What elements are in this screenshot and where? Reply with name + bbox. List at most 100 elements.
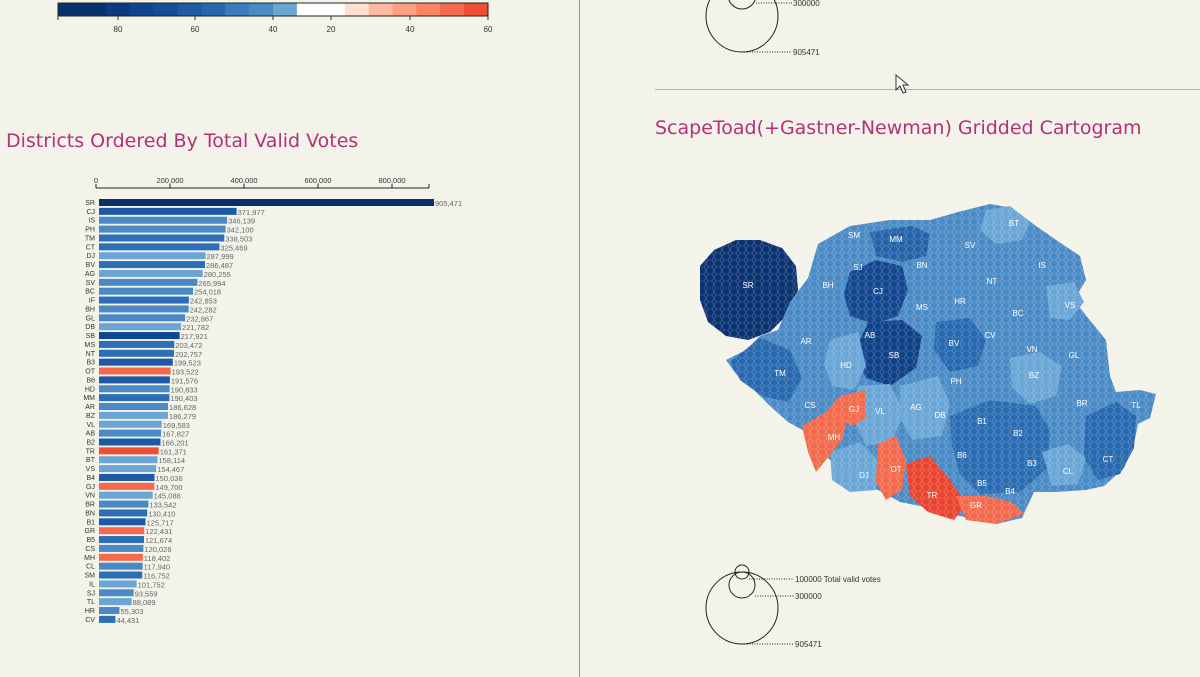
bar-value-label: 55,303 xyxy=(120,607,143,616)
bar-sm[interactable] xyxy=(99,571,143,579)
map-region-labels: BT SM MM SV SJ BN IS SR BH CJ NT HR VS MS BC AR AB CV SB BV… xyxy=(742,219,1141,510)
bar-value-label: 130,410 xyxy=(148,509,175,518)
bar-value-label: 145,086 xyxy=(154,492,181,501)
map-label-cj: CJ xyxy=(873,287,883,296)
bar-bn[interactable] xyxy=(99,509,148,517)
legend-color-cell xyxy=(464,3,489,16)
bar-category-label: AG xyxy=(85,271,95,278)
bar-value-label: 167,827 xyxy=(162,430,189,439)
bar-vs[interactable] xyxy=(99,465,157,473)
bar-value-label: 101,752 xyxy=(138,580,165,589)
bar-tm[interactable] xyxy=(99,234,225,242)
x-axis-tick-label: 0 xyxy=(94,176,98,185)
legend-circle-small xyxy=(734,564,750,580)
bar-gr[interactable] xyxy=(99,527,145,535)
bar-bv[interactable] xyxy=(99,261,206,269)
circle-size-legend-top: 300000 905471 xyxy=(705,0,820,57)
bar-mh[interactable] xyxy=(99,553,143,561)
bar-br[interactable] xyxy=(99,500,149,508)
bar-tl[interactable] xyxy=(99,598,132,606)
map-label-cv: CV xyxy=(984,331,996,340)
bar-cv[interactable] xyxy=(99,615,116,623)
bar-value-label: 203,472 xyxy=(175,341,202,350)
legend-circle-label: 300000 xyxy=(793,0,820,8)
bar-category-label: CS xyxy=(85,546,95,553)
bar-bc[interactable] xyxy=(99,287,193,295)
bar-value-label: 199,523 xyxy=(174,359,201,368)
legend-circle-medium xyxy=(728,571,756,599)
bar-sb[interactable] xyxy=(99,332,180,340)
bar-tr[interactable] xyxy=(99,447,159,455)
bar-gl[interactable] xyxy=(99,314,186,322)
map-label-tr: TR xyxy=(927,491,938,500)
bar-category-label: IL xyxy=(89,581,95,588)
bar-category-label: MM xyxy=(83,395,95,402)
bar-bt[interactable] xyxy=(99,456,158,464)
bar-sj[interactable] xyxy=(99,589,134,597)
legend-color-cell xyxy=(273,3,298,16)
gridded-cartogram-map[interactable]: BT SM MM SV SJ BN IS SR BH CJ NT HR VS MS BC AR AB CV SB BV… xyxy=(690,190,1170,535)
bar-nt[interactable] xyxy=(99,349,175,357)
bar-category-label: SJ xyxy=(87,590,95,597)
legend-color-cell xyxy=(296,3,322,16)
bar-vl[interactable] xyxy=(99,420,162,428)
bar-cs[interactable] xyxy=(99,544,144,552)
bar-ot[interactable] xyxy=(99,367,171,375)
bar-category-label: VN xyxy=(85,493,95,500)
map-label-bv: BV xyxy=(949,339,960,348)
bar-b5[interactable] xyxy=(99,536,145,544)
bar-value-label: 190,833 xyxy=(171,385,198,394)
bar-ab[interactable] xyxy=(99,429,162,437)
bar-category-label: SV xyxy=(86,280,96,287)
bar-b6[interactable] xyxy=(99,376,170,384)
map-label-sm: SM xyxy=(848,231,860,240)
bar-b1[interactable] xyxy=(99,518,146,526)
bar-value-label: 242,853 xyxy=(190,297,217,306)
bar-category-label: CT xyxy=(86,244,96,251)
bar-category-label: SB xyxy=(86,333,96,340)
legend-color-cell xyxy=(368,3,393,16)
bar-category-label: VS xyxy=(86,466,96,473)
bar-value-label: 202,757 xyxy=(175,350,202,359)
bar-dj[interactable] xyxy=(99,252,206,260)
bar-value-label: 149,700 xyxy=(155,483,182,492)
x-axis-tick-label: 200,000 xyxy=(156,176,183,185)
bar-if[interactable] xyxy=(99,296,189,304)
bar-vn[interactable] xyxy=(99,491,153,499)
bar-category-label: DB xyxy=(85,324,95,331)
bar-bh[interactable] xyxy=(99,305,189,313)
map-label-bh: BH xyxy=(822,281,833,290)
bar-sv[interactable] xyxy=(99,278,198,286)
bar-cj[interactable] xyxy=(99,207,237,215)
bar-gj[interactable] xyxy=(99,482,155,490)
bar-bz[interactable] xyxy=(99,411,168,419)
map-label-sv: SV xyxy=(965,241,976,250)
bar-db[interactable] xyxy=(99,323,182,331)
bar-value-label: 221,782 xyxy=(182,323,209,332)
bar-b4[interactable] xyxy=(99,473,155,481)
bar-sr[interactable] xyxy=(99,199,435,206)
pane-divider[interactable] xyxy=(579,0,580,677)
bar-ph[interactable] xyxy=(99,225,226,233)
map-label-b1: B1 xyxy=(977,417,987,426)
bar-mm[interactable] xyxy=(99,394,170,402)
bar-is[interactable] xyxy=(99,216,228,224)
bar-category-label: BV xyxy=(86,262,96,269)
bar-hr[interactable] xyxy=(99,607,120,615)
bar-ct[interactable] xyxy=(99,243,220,251)
legend-circle-large xyxy=(705,0,779,53)
bar-il[interactable] xyxy=(99,580,137,588)
bar-ms[interactable] xyxy=(99,340,175,348)
map-label-b2: B2 xyxy=(1013,429,1023,438)
bar-hd[interactable] xyxy=(99,385,170,393)
map-label-sj: SJ xyxy=(853,263,862,272)
bar-ar[interactable] xyxy=(99,403,169,411)
map-label-dj: DJ xyxy=(859,471,869,480)
bar-category-label: GL xyxy=(86,315,95,322)
map-label-gr: GR xyxy=(970,501,982,510)
bar-cl[interactable] xyxy=(99,562,143,570)
bar-b2[interactable] xyxy=(99,438,161,446)
bar-value-label: 191,576 xyxy=(171,376,198,385)
bar-b3[interactable] xyxy=(99,358,173,366)
bar-ag[interactable] xyxy=(99,269,203,277)
